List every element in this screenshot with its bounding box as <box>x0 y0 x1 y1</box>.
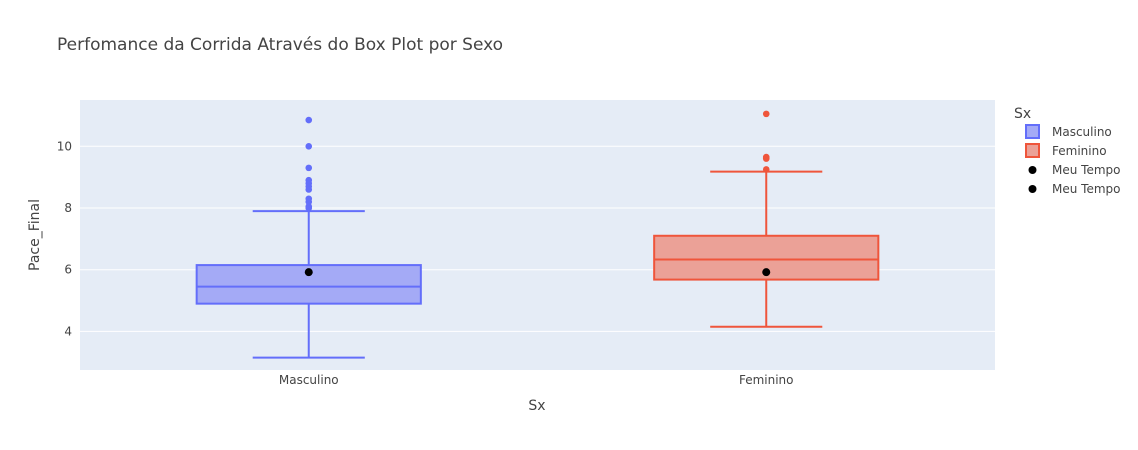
legend-label: Masculino <box>1052 125 1112 139</box>
x-tick-label: Masculino <box>279 373 339 387</box>
outlier-point <box>305 116 313 124</box>
y-tick-labels: 4 6 8 10 <box>57 139 72 338</box>
x-axis-label: Sx <box>528 398 545 414</box>
legend-swatch <box>1025 143 1040 158</box>
chart-title: Perfomance da Corrida Através do Box Plo… <box>57 35 503 55</box>
outlier-point <box>305 142 313 150</box>
outlier-point <box>305 203 313 210</box>
legend: Sx Masculino Feminino Meu Tempo Meu Tempo <box>1014 106 1120 196</box>
meu-tempo-point <box>762 268 771 277</box>
y-tick-label: 10 <box>57 139 72 153</box>
legend-label: Meu Tempo <box>1052 182 1120 196</box>
legend-label: Feminino <box>1052 144 1107 158</box>
y-axis-label: Pace_Final <box>27 199 43 271</box>
outlier-point <box>762 110 770 118</box>
legend-title: Sx <box>1014 106 1031 122</box>
outlier-point <box>305 195 313 203</box>
y-tick-label: 4 <box>64 324 72 338</box>
legend-swatch <box>1025 124 1040 139</box>
outlier-point <box>762 166 770 173</box>
outlier-point <box>305 176 313 184</box>
legend-marker <box>1028 166 1037 174</box>
meu-tempo-markers <box>304 268 771 277</box>
meu-tempo-point <box>304 268 313 277</box>
legend-marker <box>1028 185 1037 193</box>
y-tick-label: 6 <box>64 263 72 277</box>
legend-label: Meu Tempo <box>1052 163 1120 177</box>
x-tick-labels: Masculino Feminino <box>279 373 794 387</box>
box-series <box>195 110 880 359</box>
outlier-point <box>305 164 313 172</box>
y-tick-label: 8 <box>64 201 72 215</box>
x-tick-label: Feminino <box>739 373 794 387</box>
outlier-point <box>762 153 770 161</box>
